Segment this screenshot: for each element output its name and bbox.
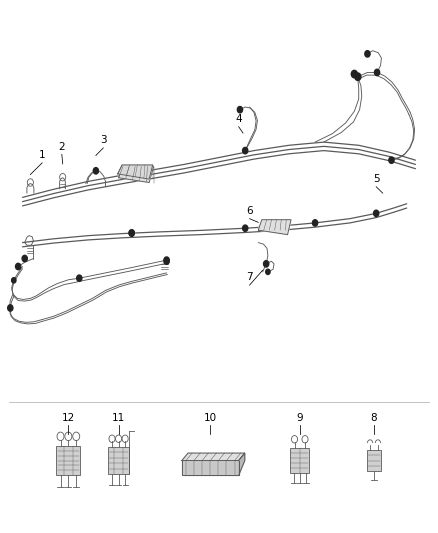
Bar	[290, 448, 309, 473]
Circle shape	[237, 107, 243, 113]
Circle shape	[164, 258, 169, 264]
Circle shape	[243, 225, 248, 231]
Text: 7: 7	[246, 272, 253, 282]
Circle shape	[351, 70, 357, 78]
Circle shape	[129, 230, 134, 236]
Circle shape	[374, 69, 380, 76]
Circle shape	[264, 261, 269, 267]
Circle shape	[355, 73, 361, 80]
Bar	[57, 446, 81, 475]
Bar	[367, 450, 381, 471]
Text: 11: 11	[112, 413, 125, 423]
Circle shape	[8, 305, 13, 311]
Text: 5: 5	[373, 174, 379, 184]
Text: 3: 3	[100, 135, 106, 146]
Circle shape	[15, 263, 21, 270]
Circle shape	[312, 220, 318, 226]
Text: 4: 4	[235, 114, 242, 124]
Circle shape	[365, 51, 370, 57]
Text: 8: 8	[371, 413, 377, 423]
Circle shape	[12, 278, 16, 283]
Polygon shape	[118, 165, 152, 179]
Circle shape	[243, 148, 248, 154]
Text: 9: 9	[297, 413, 303, 423]
Polygon shape	[258, 220, 291, 235]
Text: 12: 12	[62, 413, 75, 423]
Text: 2: 2	[59, 142, 65, 152]
Circle shape	[129, 230, 134, 236]
Circle shape	[77, 275, 82, 281]
Circle shape	[22, 255, 27, 262]
Polygon shape	[182, 461, 239, 475]
Bar	[108, 447, 130, 474]
Polygon shape	[119, 166, 153, 182]
Polygon shape	[239, 453, 245, 475]
Circle shape	[266, 269, 270, 274]
Circle shape	[374, 210, 379, 216]
Text: 10: 10	[204, 413, 217, 423]
Text: 6: 6	[246, 206, 253, 216]
Circle shape	[389, 157, 394, 164]
Circle shape	[164, 257, 169, 263]
Polygon shape	[182, 453, 245, 461]
Circle shape	[93, 167, 99, 174]
Text: 1: 1	[39, 150, 46, 160]
